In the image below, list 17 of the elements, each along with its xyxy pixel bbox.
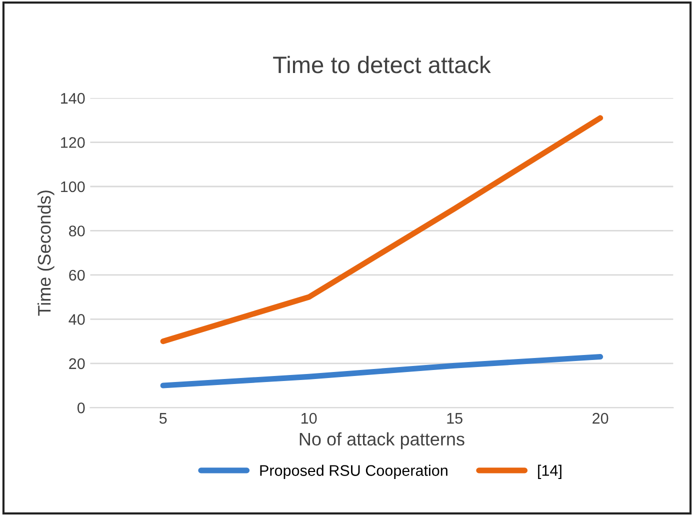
- y-tick-label: 0: [77, 402, 85, 414]
- y-tick-label: 20: [69, 358, 85, 370]
- x-axis-title: No of attack patterns: [300, 432, 464, 450]
- x-tick-label: 15: [447, 413, 462, 424]
- y-tick-label: 140: [61, 92, 85, 104]
- x-tick-label: 10: [302, 412, 317, 424]
- y-tick-label: 60: [69, 270, 85, 281]
- x-tick-label: 5: [159, 413, 167, 424]
- legend-label: Proposed RSU Cooperation: [260, 464, 448, 479]
- y-tick-label: 40: [68, 314, 85, 325]
- y-tick-label: 120: [61, 137, 85, 148]
- x-tick-label: 20: [592, 412, 608, 424]
- legend-label: [14]: [538, 464, 562, 479]
- chart-title: Time to detect attack: [273, 56, 491, 74]
- y-tick-label: 100: [61, 181, 85, 192]
- y-axis-title: Time (Seconds): [37, 190, 54, 316]
- y-tick-label: 80: [69, 226, 85, 236]
